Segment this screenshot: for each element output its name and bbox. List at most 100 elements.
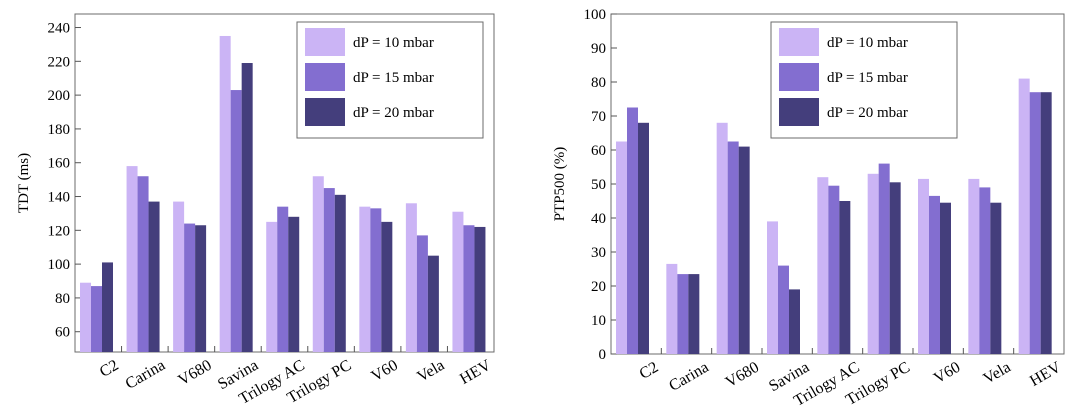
y-tick-label: 120	[48, 223, 71, 239]
bar	[173, 201, 185, 352]
bar	[929, 195, 940, 354]
legend-swatch	[779, 28, 819, 56]
bar	[968, 178, 980, 354]
bar	[230, 90, 242, 353]
bar	[738, 146, 750, 354]
legend: dP = 10 mbar dP = 15 mbar dP = 20 mbar	[770, 21, 958, 139]
x-category-label: V680	[175, 357, 214, 390]
y-tick-label: 180	[48, 122, 71, 138]
bar	[80, 282, 91, 352]
bar	[1040, 92, 1052, 354]
bar	[688, 274, 700, 354]
legend-swatch	[779, 63, 819, 91]
chart-ptp500: 0 10 20 30 40 50 60 70 80 90 100 PTP500 (%) C2 Carina…	[552, 7, 1065, 410]
bar	[266, 221, 278, 352]
bar	[137, 176, 149, 352]
x-category-label: Vela	[414, 357, 447, 386]
legend-label: dP = 10 mbar	[353, 35, 434, 51]
y-tick-label: 240	[48, 21, 71, 37]
y-tick-label: 0	[599, 347, 607, 363]
x-category-label: V680	[723, 359, 762, 392]
bar	[91, 286, 102, 352]
bar	[878, 163, 890, 354]
legend-label: dP = 20 mbar	[353, 105, 434, 121]
bar	[277, 206, 289, 352]
x-category-label: C2	[97, 357, 122, 381]
bar	[148, 201, 160, 352]
bar	[1018, 78, 1030, 354]
y-axis-title: PTP500 (%)	[552, 147, 568, 222]
legend-label: dP = 20 mbar	[827, 105, 908, 121]
y-tick-label: 40	[591, 211, 606, 227]
bar	[839, 201, 851, 354]
bar	[474, 226, 486, 352]
bar	[370, 208, 382, 352]
x-category-label: Carina	[666, 359, 711, 395]
legend-label: dP = 10 mbar	[827, 35, 908, 51]
bar	[716, 122, 728, 354]
legend: dP = 10 mbar dP = 15 mbar dP = 20 mbar	[296, 21, 484, 139]
x-category-label: Vela	[981, 359, 1014, 388]
x-category-label: HEV	[457, 357, 494, 388]
y-tick-label: 100	[48, 257, 71, 273]
x-category-label: Carina	[123, 357, 168, 393]
bar	[102, 262, 113, 352]
x-category-label: HEV	[1027, 359, 1064, 390]
y-tick-label: 30	[591, 245, 606, 261]
bar	[312, 176, 324, 352]
x-category-label: V60	[931, 359, 963, 388]
legend-swatch	[779, 98, 819, 126]
y-axis-title: TDT (ms)	[16, 153, 32, 213]
bar	[638, 122, 649, 354]
chart-tdt: 60 80 100 120 140 160 180 200 220 240 TDT (ms) C2 Ca…	[16, 13, 495, 408]
bar	[323, 188, 335, 352]
y-tick-label: 140	[48, 190, 71, 206]
bar	[1029, 92, 1041, 354]
x-category-label: C2	[637, 359, 662, 383]
bar	[416, 235, 428, 352]
bar	[666, 263, 678, 354]
bar	[778, 265, 789, 354]
y-tick-label: 80	[591, 75, 606, 91]
y-tick-label: 10	[591, 313, 606, 329]
bar	[627, 107, 638, 354]
legend-swatch	[305, 63, 345, 91]
bar	[381, 221, 393, 352]
y-tick-label: 20	[591, 279, 606, 295]
bar	[767, 221, 778, 354]
bar	[184, 223, 196, 352]
bar	[817, 177, 829, 354]
bar	[219, 35, 231, 352]
bar	[616, 141, 627, 354]
bar	[889, 182, 901, 354]
bar	[677, 274, 689, 354]
legend-label: dP = 15 mbar	[353, 70, 434, 86]
legend-swatch	[305, 28, 345, 56]
bar	[241, 63, 253, 352]
bar	[918, 178, 929, 354]
y-tick-label: 160	[48, 156, 71, 172]
bar	[727, 141, 739, 354]
legend-label: dP = 15 mbar	[827, 70, 908, 86]
y-tick-label: 100	[584, 7, 607, 23]
y-tick-label: 50	[591, 177, 606, 193]
bar	[979, 187, 991, 354]
y-tick-label: 60	[55, 325, 70, 341]
y-tick-label: 70	[591, 109, 606, 125]
y-tick-label: 60	[591, 143, 606, 159]
y-tick-label: 200	[48, 88, 71, 104]
y-tick-label: 220	[48, 54, 71, 70]
bar	[334, 194, 346, 352]
bar	[195, 225, 207, 352]
bar	[427, 255, 439, 352]
bar	[789, 289, 800, 354]
y-tick-label: 80	[55, 291, 70, 307]
bar	[463, 225, 475, 352]
bar	[359, 206, 371, 352]
bar	[452, 211, 464, 352]
x-category-label: V60	[369, 357, 401, 386]
bar	[405, 203, 417, 352]
bar	[867, 173, 879, 354]
bar	[288, 216, 300, 352]
